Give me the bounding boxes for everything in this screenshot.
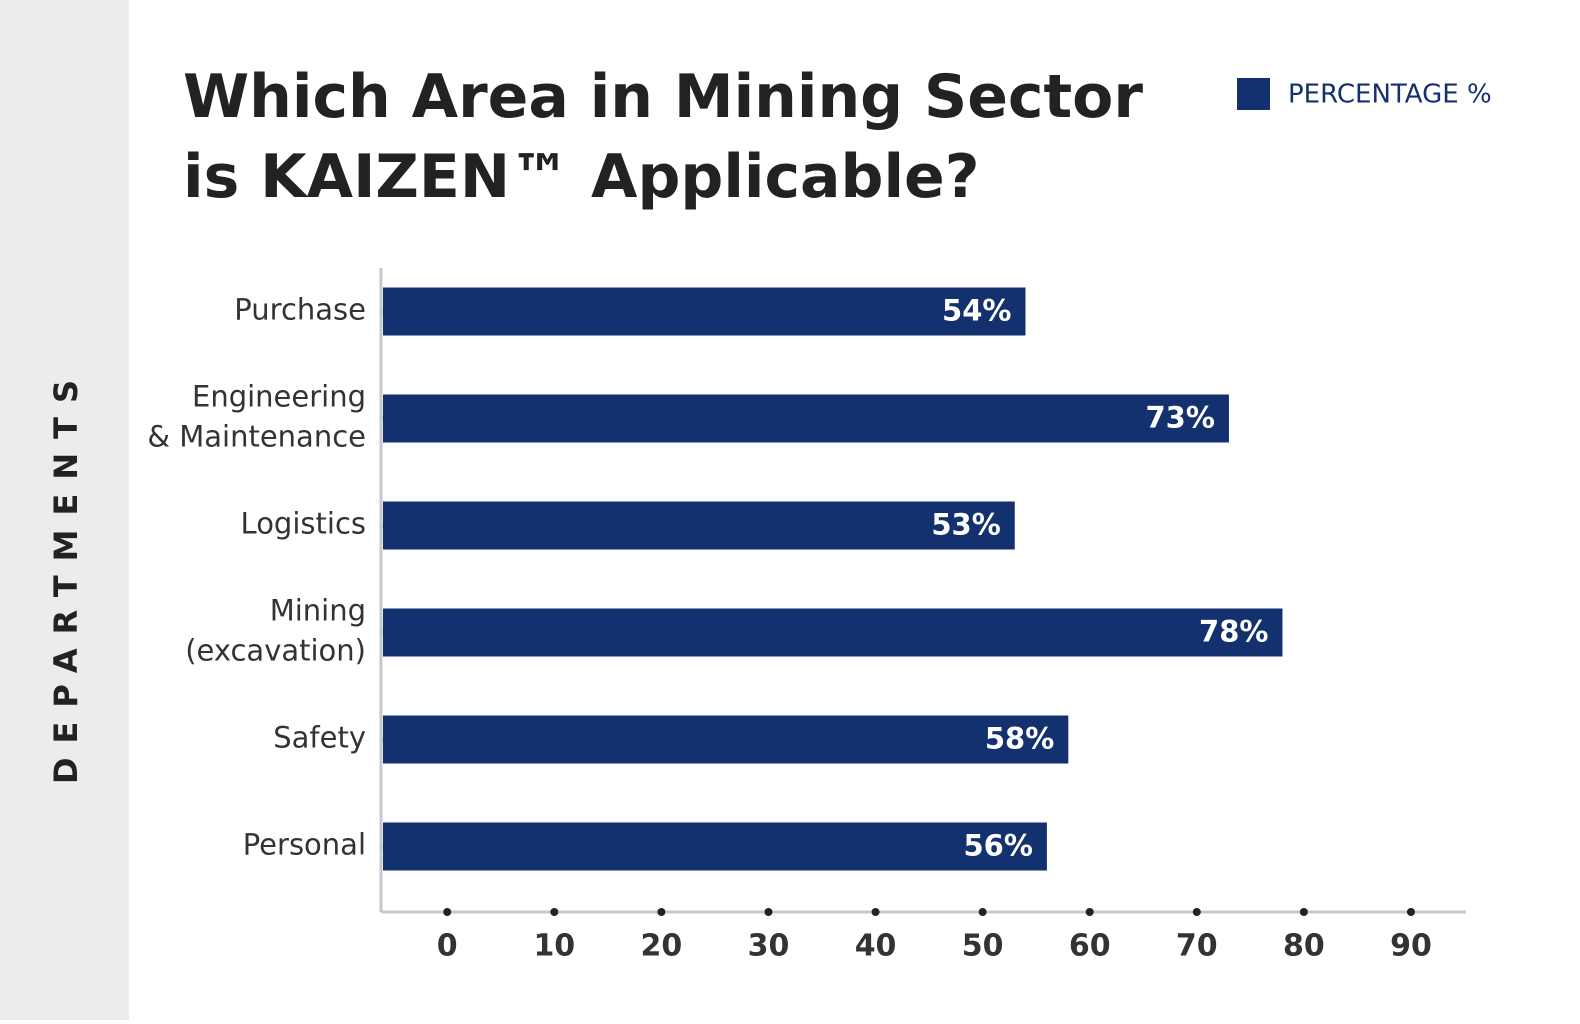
x-tick-label: 20: [641, 929, 683, 964]
y-tick-label: Logistics: [241, 507, 366, 541]
legend-label: PERCENTAGE %: [1288, 80, 1492, 110]
bar: [383, 822, 1047, 871]
y-tick-label: Personal: [243, 828, 366, 862]
x-tick-label: 90: [1390, 929, 1432, 964]
x-tick-dot: [764, 908, 773, 916]
value-label: 53%: [931, 508, 1000, 542]
y-tick-label: Safety: [273, 721, 366, 755]
y-axis-label: DEPARTMENTS: [47, 366, 85, 784]
x-tick-dot: [871, 908, 880, 916]
x-tick-dot: [1299, 908, 1308, 916]
x-tick-dot: [1085, 908, 1094, 916]
value-label: 56%: [963, 829, 1032, 863]
x-tick-label: 10: [533, 929, 575, 964]
chart-title: Which Area in Mining Sector is KAIZEN™ Ap…: [183, 62, 1143, 212]
x-tick-label: 70: [1176, 929, 1218, 964]
value-label: 78%: [1199, 615, 1268, 649]
y-tick-label: Mining (excavation): [185, 594, 366, 668]
legend-swatch: [1237, 78, 1270, 110]
bar: [383, 394, 1229, 443]
y-tick-label: Purchase: [234, 293, 366, 327]
value-label: 54%: [942, 294, 1011, 328]
bar: [383, 608, 1283, 657]
bar: [383, 287, 1026, 336]
bar: [383, 715, 1069, 764]
x-tick-dot: [550, 908, 559, 916]
x-tick-dot: [657, 908, 666, 916]
x-tick-label: 60: [1069, 929, 1111, 964]
x-tick-label: 30: [748, 929, 790, 964]
x-tick-label: 50: [962, 929, 1004, 964]
x-tick-label: 0: [437, 929, 458, 964]
value-label: 58%: [985, 722, 1054, 756]
x-tick-dot: [443, 908, 452, 916]
x-tick-dot: [1406, 908, 1415, 916]
x-tick-label: 80: [1283, 929, 1325, 964]
x-tick-label: 40: [855, 929, 897, 964]
side-strip: [0, 0, 129, 1020]
bar: [383, 501, 1015, 550]
x-tick-dot: [978, 908, 987, 916]
y-tick-label: Engineering & Maintenance: [147, 380, 366, 454]
value-label: 73%: [1146, 401, 1215, 435]
x-tick-dot: [1192, 908, 1201, 916]
